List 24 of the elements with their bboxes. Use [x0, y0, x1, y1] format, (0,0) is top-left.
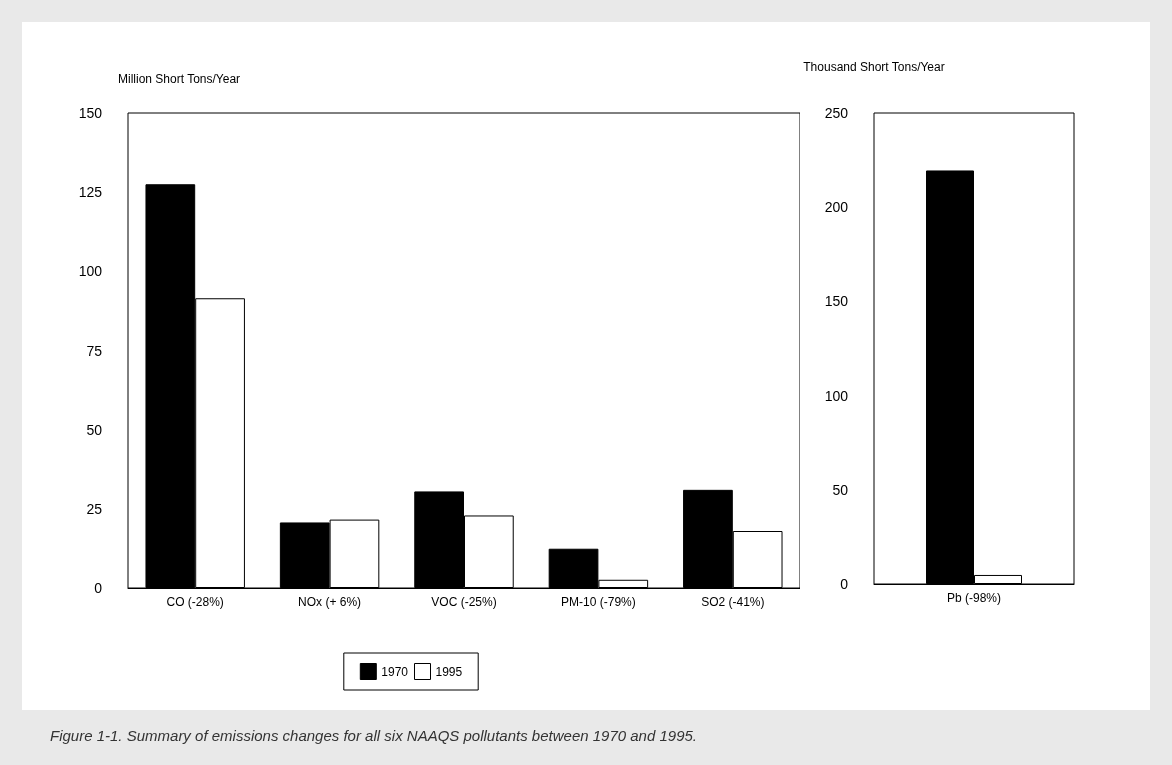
x-tick-label: Pb (-98%): [946, 591, 1002, 605]
y-tick-label: 50: [86, 421, 103, 438]
y-tick-label: 100: [78, 263, 103, 280]
y-tick-label: 0: [94, 580, 103, 596]
x-tick-label: SO2 (-41%): [701, 595, 765, 609]
y-tick-label: 75: [86, 342, 103, 359]
y-tick-label: 125: [78, 184, 103, 201]
y-tick-label: 0: [840, 576, 849, 592]
legend-label: 1970: [381, 664, 409, 679]
caption: Figure 1-1. Summary of emissions changes for all six NAAQS pollutants between 1970 and 1995.: [50, 727, 698, 744]
y-tick-label: 150: [824, 293, 849, 310]
y-axis-title: Million Short Tons/Year: [118, 72, 241, 86]
y-tick-label: 50: [832, 481, 849, 498]
y-tick-label: 100: [824, 387, 849, 404]
x-tick-label: NOx (+ 6%): [298, 595, 362, 609]
y-tick-label: 250: [824, 105, 849, 121]
legend-label: 1995: [435, 664, 463, 679]
y-axis-title: Thousand Short Tons/Year: [803, 60, 945, 74]
y-tick-label: 25: [86, 500, 103, 517]
y-tick-label: 150: [78, 105, 103, 121]
x-tick-label: VOC (-25%): [431, 595, 497, 609]
x-tick-label: CO (-28%): [166, 595, 224, 609]
x-tick-label: PM-10 (-79%): [561, 595, 636, 609]
y-tick-label: 200: [824, 199, 849, 216]
